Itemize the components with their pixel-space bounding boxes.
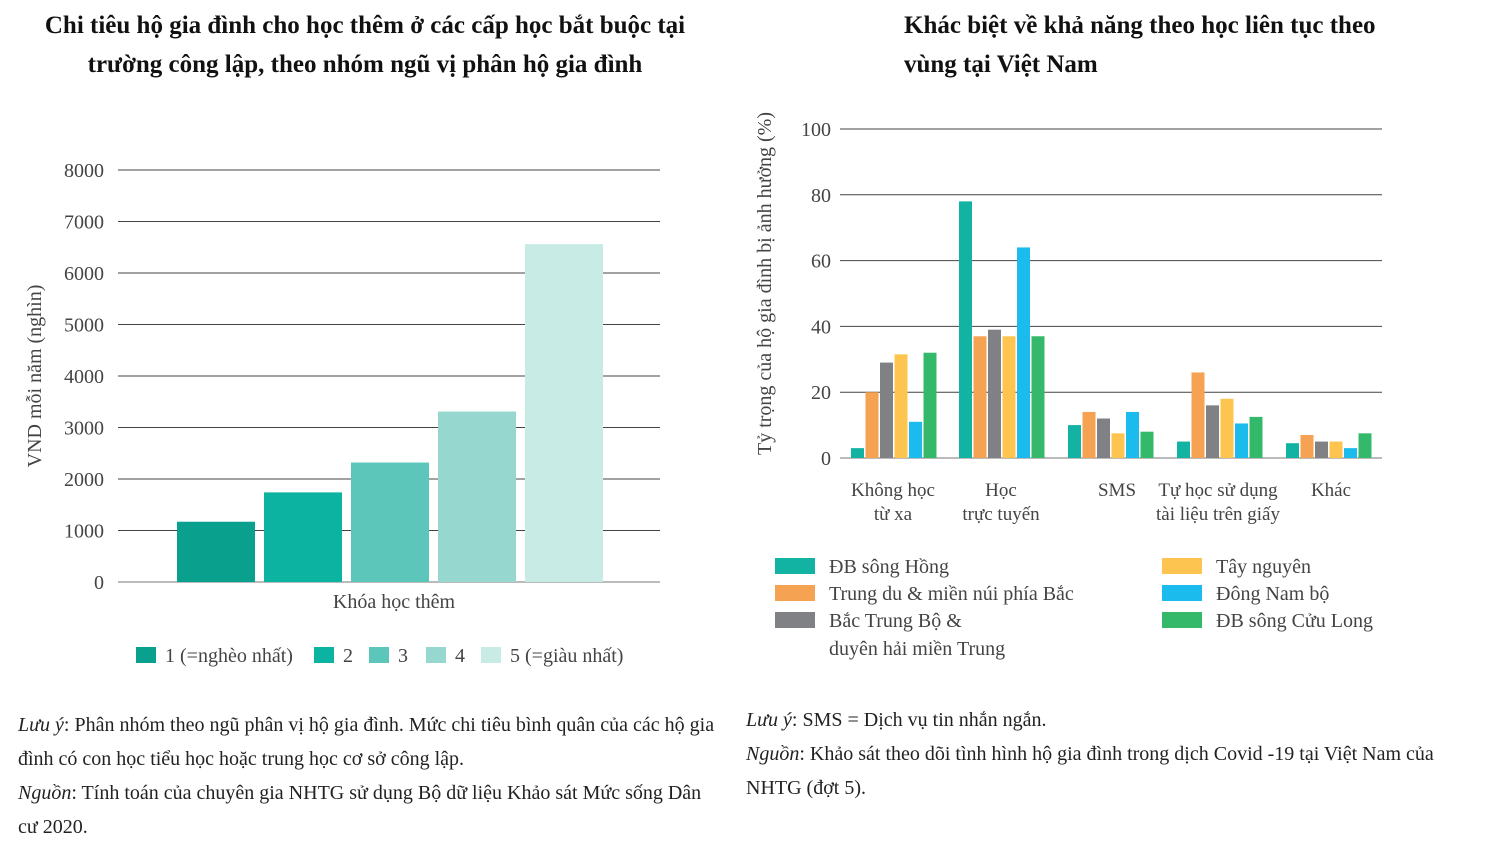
y-tick-label: 5000 [64,315,104,337]
bar [851,448,864,458]
bar [1358,433,1372,458]
legend-swatch [314,647,334,663]
bar [988,329,1001,458]
bar [959,201,972,458]
legend-swatch [775,558,815,574]
left-source-label: Nguồn [18,782,72,804]
x-tick-label: từ xa [874,504,913,525]
right-note-text: : SMS = Dịch vụ tin nhắn ngắn. [791,709,1047,731]
bar [1300,434,1314,458]
right-source-label: Nguồn [746,743,800,765]
y-tick-label: 100 [801,119,831,141]
x-tick-label: Học [985,480,1017,501]
legend-label: Đông Nam bộ [1216,583,1329,605]
bar [1031,336,1045,458]
y-tick-label: 0 [821,448,831,470]
bar [438,411,516,582]
y-tick-label: 0 [94,572,104,594]
bar [880,362,893,458]
bar [1111,433,1125,458]
bar [1249,416,1263,458]
legend-label: 5 (=giàu nhất) [510,645,623,667]
legend-swatch [775,585,815,601]
left-bar-chart: 0 1000 2000 3000 4000 5000 6000 7000 8000 VND mỗi… [24,160,660,667]
y-tick-label: 1000 [64,521,104,543]
y-tick-label: 4000 [64,366,104,388]
left-chart-title: Chi tiêu hộ gia đình cho học thêm ở các … [44,12,686,78]
bar [1315,441,1328,458]
bar [1329,441,1343,458]
y-tick-label: 2000 [64,469,104,491]
bar [1286,443,1299,458]
bar [351,462,429,582]
left-note-text: : Phân nhóm theo ngũ phân vị hộ gia đình… [18,714,715,770]
bar [973,336,987,458]
legend-swatch [136,647,156,663]
right-bar-chart: 0 20 40 60 80 100 Tỷ trọng của hộ gia đình bị … [754,112,1382,660]
bar [1177,441,1190,458]
bar [865,392,879,458]
legend-label: 2 [343,645,353,667]
legend-label: Bắc Trung Bộ & [829,610,962,632]
legend-swatch [1162,585,1202,601]
bar [894,354,908,458]
legend-label: Tây nguyên [1216,556,1311,578]
legend-label: 1 (=nghèo nhất) [165,645,293,667]
x-tick-label: Tự học sử dụng [1158,480,1278,501]
x-axis-label: Khóa học thêm [333,591,456,613]
legend-label: 3 [398,645,408,667]
legend-swatch [481,647,501,663]
y-tick-label: 7000 [64,212,104,234]
right-chart-title: Khác biệt về khả năng theo học liên tục … [904,12,1376,78]
bar [909,421,922,458]
bar [264,492,342,582]
legend-swatch [775,612,815,628]
bar [1140,431,1154,458]
x-tick-label: Khác [1311,480,1351,501]
legend-label: 4 [455,645,465,667]
bar [1082,411,1096,458]
bar [1126,411,1139,458]
y-axis-label: Tỷ trọng của hộ gia đình bị ảnh hưởng (%… [754,112,776,455]
y-tick-label: 20 [811,382,831,404]
legend-swatch [369,647,389,663]
x-tick-label: SMS [1098,480,1136,501]
x-tick-label: Không học [851,480,935,501]
bar [1220,398,1234,458]
bar [1068,425,1081,458]
legend-label: Trung du & miền núi phía Bắc [829,583,1074,605]
bar [525,244,603,582]
y-tick-label: 40 [811,316,831,338]
bar [1206,405,1219,458]
bar [1191,372,1205,458]
bar [1097,418,1110,458]
legend-swatch [1162,612,1202,628]
bar [1002,336,1016,458]
bar [1344,448,1357,458]
right-note: Lưu ý: SMS = Dịch vụ tin nhắn ngắn. Nguồ… [746,703,1466,805]
bar [1235,423,1248,458]
left-note: Lưu ý: Phân nhóm theo ngũ phân vị hộ gia… [18,708,718,844]
y-tick-label: 3000 [64,418,104,440]
y-tick-label: 80 [811,185,831,207]
legend-label: ĐB sông Hồng [829,556,949,578]
legend-label: ĐB sông Cửu Long [1216,610,1373,632]
right-note-label: Lưu ý [746,709,792,731]
bar [177,521,255,582]
y-tick-label: 60 [811,251,831,273]
bar [1017,247,1030,458]
x-tick-label: tài liệu trên giấy [1156,504,1280,525]
y-tick-label: 8000 [64,160,104,182]
legend-swatch [1162,558,1202,574]
bar [923,352,937,458]
legend-swatch [426,647,446,663]
left-source-text: : Tính toán của chuyên gia NHTG sử dụng … [18,782,702,838]
x-tick-label: trực tuyến [962,504,1040,525]
y-axis-label: VND mỗi năm (nghìn) [24,285,46,468]
legend-label: duyên hải miền Trung [829,638,1005,660]
right-source-text: : Khảo sát theo dõi tình hình hộ gia đìn… [746,743,1434,799]
y-tick-label: 6000 [64,263,104,285]
left-note-label: Lưu ý [18,714,64,736]
